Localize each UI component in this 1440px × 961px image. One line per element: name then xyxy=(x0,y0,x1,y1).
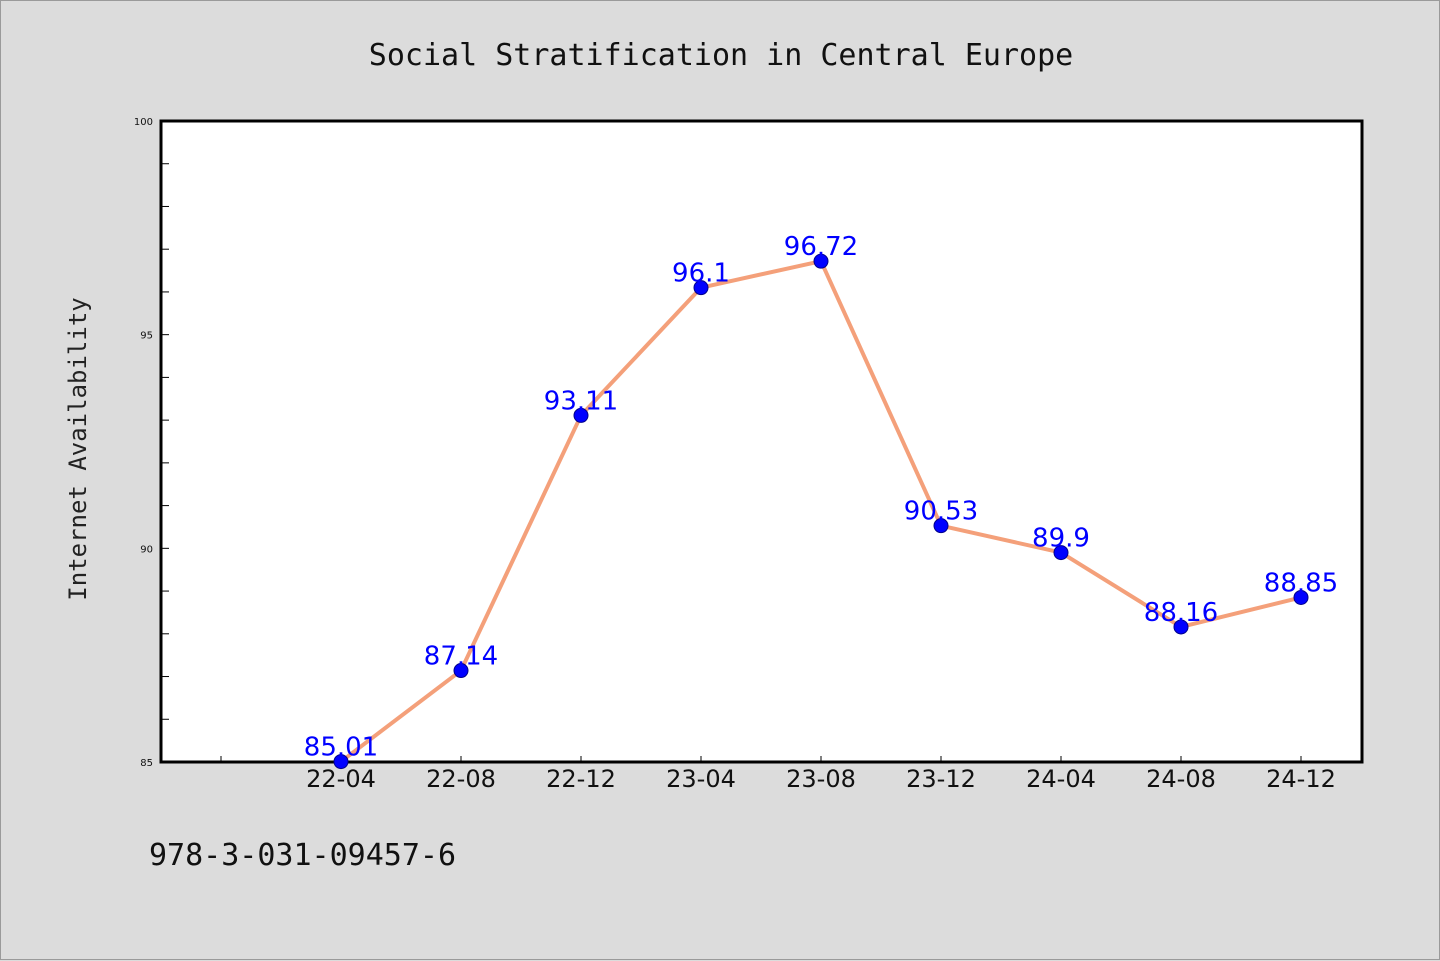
x-tick-label: 22-12 xyxy=(546,765,616,793)
y-tick-label: 90 xyxy=(140,544,153,555)
x-tick-label: 22-08 xyxy=(426,765,496,793)
data-label: 87.14 xyxy=(424,642,498,672)
plot-area xyxy=(159,119,1364,764)
data-label: 90.53 xyxy=(904,497,978,527)
x-tick-label: 24-12 xyxy=(1266,765,1336,793)
data-point xyxy=(573,407,589,423)
data-point xyxy=(1293,589,1309,605)
x-tick-label: 23-08 xyxy=(786,765,856,793)
x-tick-label: 23-12 xyxy=(906,765,976,793)
y-tick-label: 85 xyxy=(140,758,153,769)
axes: 85 90 95 100 22-04 22-08 22-12 23-04 23-08 23-12 2… xyxy=(134,117,1336,793)
data-label: 96.1 xyxy=(672,259,730,289)
y-axis-label: Internet Availability xyxy=(64,297,92,600)
data-point xyxy=(1053,545,1069,561)
data-label: 93.11 xyxy=(544,386,618,416)
data-point xyxy=(333,754,349,770)
data-point xyxy=(1173,619,1189,635)
data-labels: 85.01 87.14 93.11 96.1 96.72 90.53 89.9 88.16 88… xyxy=(304,232,1338,762)
data-point xyxy=(813,253,829,269)
chart-title: Social Stratification in Central Europe xyxy=(369,38,1073,73)
x-tick-label: 23-04 xyxy=(666,765,736,793)
data-label: 96.72 xyxy=(784,232,858,262)
x-tick-label: 24-04 xyxy=(1026,765,1096,793)
data-label: 88.85 xyxy=(1264,568,1338,598)
data-label: 89.9 xyxy=(1032,524,1090,554)
series-layer xyxy=(333,253,1309,770)
x-tick-label: 24-08 xyxy=(1146,765,1216,793)
data-point xyxy=(933,518,949,534)
data-label: 85.01 xyxy=(304,733,378,763)
y-tick-label: 95 xyxy=(140,331,153,342)
data-point xyxy=(453,663,469,679)
x-tick-label: 22-04 xyxy=(306,765,376,793)
isbn-text: 978-3-031-09457-6 xyxy=(149,838,456,873)
y-tick-label: 100 xyxy=(134,117,153,128)
data-label: 88.16 xyxy=(1144,598,1218,628)
data-point xyxy=(693,280,709,296)
